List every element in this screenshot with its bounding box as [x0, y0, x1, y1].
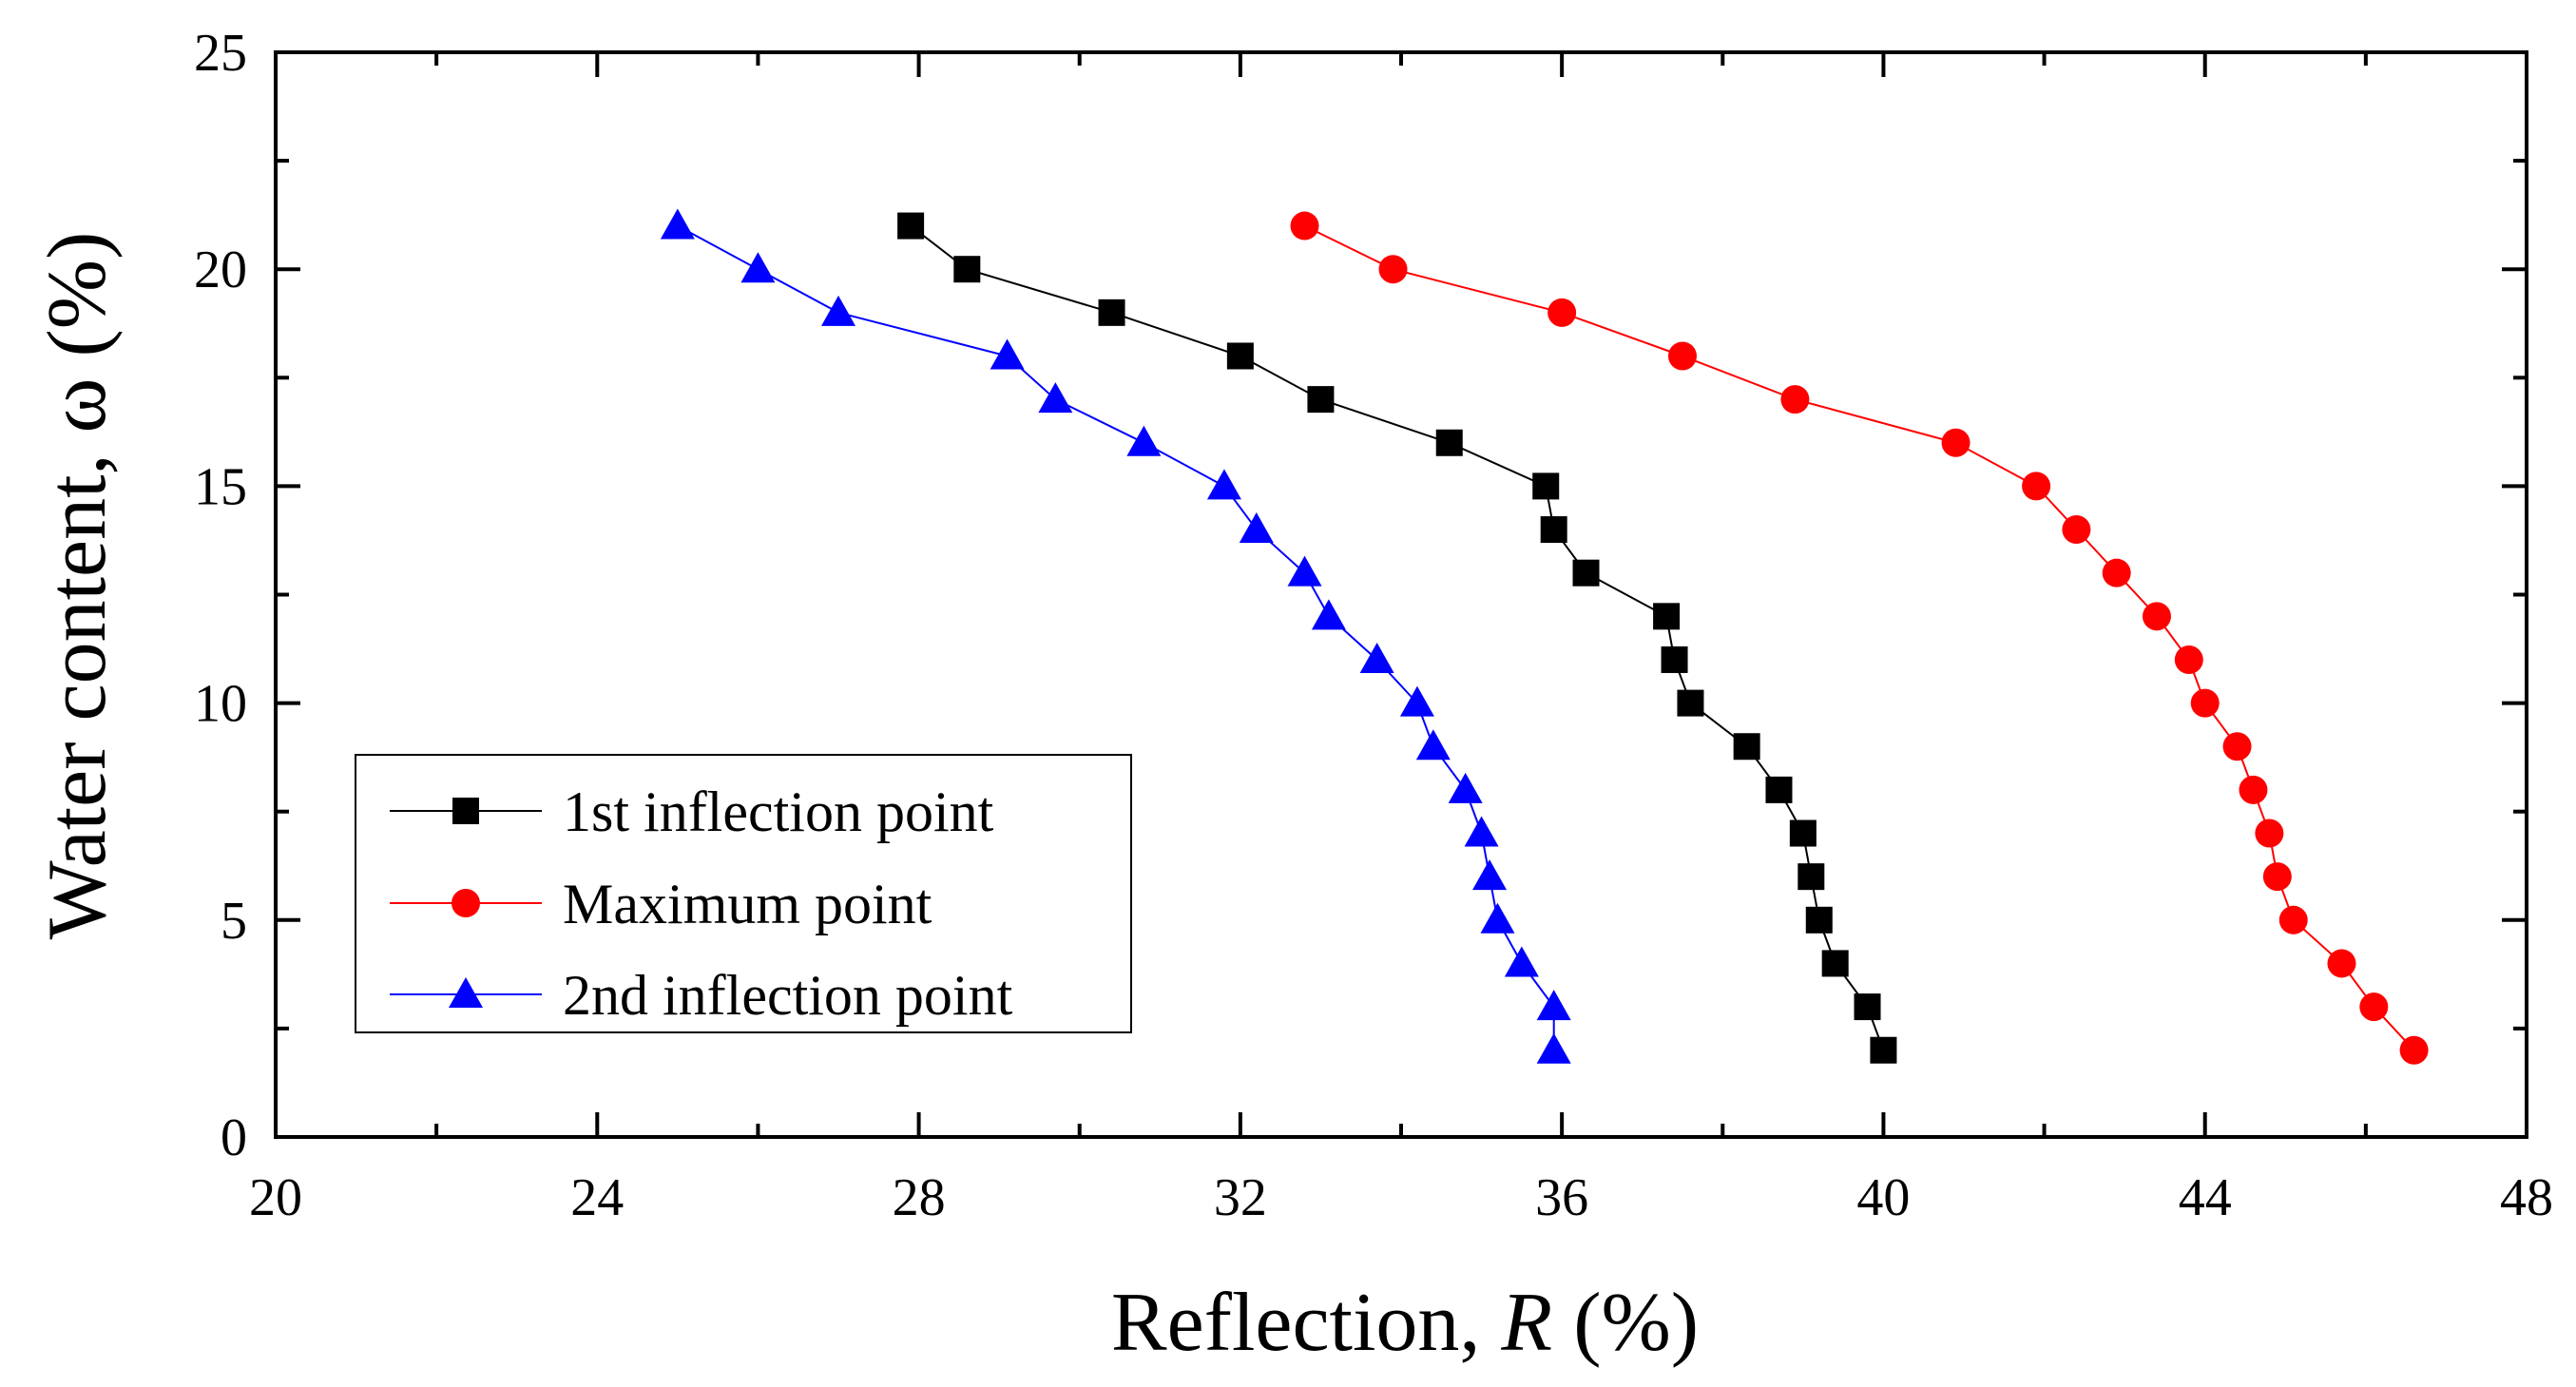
data-point-1st-inflection-point: [1098, 299, 1125, 326]
data-point-maximum-point: [2062, 515, 2091, 545]
y-axis-title: Water content, ω (%): [31, 232, 124, 940]
data-point-1st-inflection-point: [1661, 645, 1688, 673]
series-2nd-inflection-point: [660, 208, 1571, 1064]
x-tick-label: 28: [893, 1168, 946, 1227]
data-point-1st-inflection-point: [1677, 689, 1704, 717]
data-point-2nd-inflection-point: [1415, 729, 1451, 761]
data-point-2nd-inflection-point: [1472, 859, 1508, 891]
data-point-maximum-point: [2359, 992, 2389, 1022]
data-point-1st-inflection-point: [1435, 429, 1463, 456]
data-point-maximum-point: [2327, 949, 2356, 978]
data-point-1st-inflection-point: [1572, 559, 1600, 587]
data-point-2nd-inflection-point: [1038, 382, 1073, 414]
data-point-maximum-point: [1780, 385, 1810, 414]
x-tick-label: 40: [1856, 1168, 1910, 1227]
data-point-maximum-point: [2399, 1035, 2429, 1065]
data-point-2nd-inflection-point: [1287, 555, 1322, 587]
data-point-maximum-point: [1548, 298, 1577, 327]
legend-label-maximum-point: Maximum point: [563, 873, 932, 935]
data-point-1st-inflection-point: [1226, 342, 1254, 370]
data-point-maximum-point: [2278, 905, 2308, 934]
legend-box: [355, 754, 1132, 1033]
x-tick-label: 32: [1214, 1168, 1267, 1227]
data-point-1st-inflection-point: [1532, 472, 1560, 500]
data-point-1st-inflection-point: [1733, 733, 1760, 761]
data-point-1st-inflection-point: [897, 212, 925, 240]
data-point-2nd-inflection-point: [1480, 902, 1515, 934]
x-tick-label: 20: [249, 1168, 302, 1227]
data-point-maximum-point: [2142, 602, 2171, 631]
data-point-maximum-point: [2102, 558, 2131, 588]
data-point-maximum-point: [1378, 255, 1408, 284]
data-point-2nd-inflection-point: [1311, 599, 1346, 630]
data-point-1st-inflection-point: [1765, 776, 1793, 803]
x-tick-label: 36: [1535, 1168, 1588, 1227]
x-tick-label: 48: [2500, 1168, 2553, 1227]
data-point-1st-inflection-point: [1805, 906, 1833, 934]
data-point-2nd-inflection-point: [1126, 425, 1162, 456]
data-point-maximum-point: [2190, 688, 2220, 718]
y-tick-label: 5: [221, 892, 247, 951]
data-point-2nd-inflection-point: [1536, 1032, 1571, 1064]
data-point-maximum-point: [2174, 645, 2203, 674]
series-1st-inflection-point: [897, 212, 1897, 1064]
data-point-1st-inflection-point: [1854, 993, 1881, 1021]
data-point-2nd-inflection-point: [1448, 772, 1483, 803]
data-point-maximum-point: [2022, 472, 2051, 501]
x-tick-label: 24: [570, 1168, 624, 1227]
data-point-2nd-inflection-point: [660, 208, 695, 240]
data-point-maximum-point: [1668, 341, 1697, 371]
y-tick-label: 15: [194, 457, 247, 516]
y-tick-label: 10: [194, 675, 247, 734]
legend: 1st inflection point Maximum point 2nd inf…: [355, 754, 1132, 1033]
legend-label-1st-inflection-point: 1st inflection point: [563, 780, 994, 843]
data-point-2nd-inflection-point: [990, 338, 1025, 370]
x-tick-label: 44: [2179, 1168, 2232, 1227]
data-point-maximum-point: [1941, 428, 1970, 457]
legend-label-2nd-inflection-point: 2nd inflection point: [563, 964, 1013, 1027]
data-point-maximum-point: [2262, 862, 2292, 892]
y-tick-label: 0: [221, 1108, 247, 1167]
data-point-1st-inflection-point: [1540, 516, 1567, 544]
legend-marker-1st-inflection-point: [452, 798, 479, 824]
y-tick-label: 25: [194, 24, 247, 83]
data-point-1st-inflection-point: [1870, 1036, 1897, 1064]
data-point-2nd-inflection-point: [821, 295, 855, 326]
y-tick-label: 20: [194, 241, 247, 299]
x-axis-title: Reflection, R (%): [1111, 1277, 1699, 1369]
data-point-maximum-point: [2255, 819, 2284, 848]
data-point-2nd-inflection-point: [1464, 816, 1499, 847]
data-point-2nd-inflection-point: [1359, 642, 1394, 673]
legend-marker-2nd-inflection-point: [449, 977, 483, 1008]
series-maximum-point: [1290, 211, 2429, 1065]
data-point-1st-inflection-point: [1789, 819, 1817, 847]
data-point-maximum-point: [1290, 211, 1319, 241]
data-point-2nd-inflection-point: [1504, 946, 1539, 977]
data-point-maximum-point: [2222, 732, 2252, 761]
data-point-1st-inflection-point: [953, 256, 981, 283]
series-line-maximum-point: [1304, 224, 2415, 1051]
data-point-maximum-point: [2239, 775, 2268, 804]
legend-marker-maximum-point: [452, 889, 480, 917]
data-point-2nd-inflection-point: [1536, 990, 1571, 1021]
data-point-2nd-inflection-point: [1399, 685, 1434, 717]
data-point-1st-inflection-point: [1653, 603, 1681, 630]
data-point-2nd-inflection-point: [1206, 469, 1241, 500]
data-point-1st-inflection-point: [1797, 863, 1825, 891]
data-point-2nd-inflection-point: [740, 252, 776, 283]
data-point-1st-inflection-point: [1307, 386, 1335, 414]
data-point-2nd-inflection-point: [1239, 512, 1274, 544]
series-layer: [660, 208, 2429, 1065]
data-point-1st-inflection-point: [1821, 950, 1849, 977]
plot-area: 20 24 28 32 36 40 44 48 0 5 10 15 20 25: [194, 24, 2553, 1227]
